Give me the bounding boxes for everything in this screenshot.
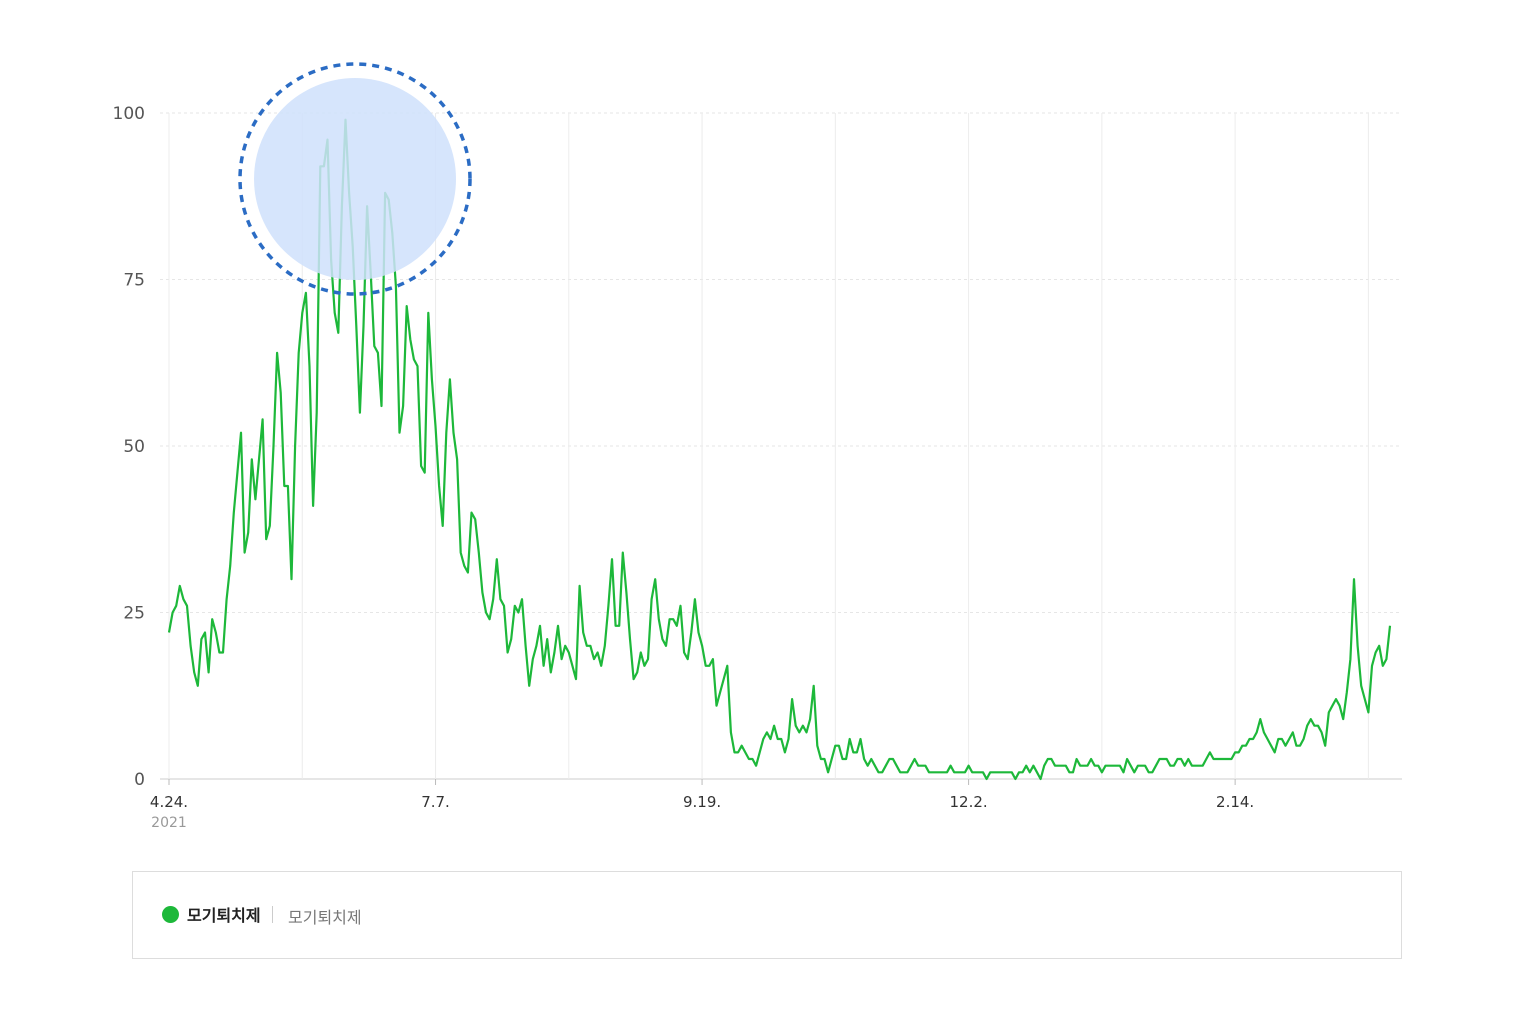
x-tick-label: 4.24. xyxy=(150,793,188,811)
x-tick-label: 7.7. xyxy=(421,793,450,811)
series-line xyxy=(167,118,1392,781)
y-tick-label: 75 xyxy=(123,271,145,291)
y-tick-label: 25 xyxy=(123,604,145,624)
legend-series-keyword: 모기퇴치제 xyxy=(288,908,362,927)
legend-series-label: 모기퇴치제 xyxy=(187,906,261,925)
x-tick-sublabel: 2021 xyxy=(151,815,187,831)
legend-separator xyxy=(272,906,273,923)
highlight-fill xyxy=(254,78,456,280)
highlight-dashed-ring xyxy=(238,62,472,296)
y-axis-ticks: 100 75 50 25 0 xyxy=(113,104,145,790)
legend: 모기퇴치제 모기퇴치제 xyxy=(132,871,1402,959)
legend-dot-icon xyxy=(162,906,179,923)
y-tick-label: 0 xyxy=(134,770,145,790)
chart-grid xyxy=(160,112,1402,780)
trend-chart: 100 75 50 25 0 4.24. 2021 7.7. 9.19. 12.2. 2.14. xyxy=(113,62,1402,831)
peak-highlight-circle xyxy=(238,62,472,296)
x-tick-label: 12.2. xyxy=(950,793,988,811)
y-tick-label: 100 xyxy=(113,104,145,124)
x-axis-ticks: 4.24. 2021 7.7. 9.19. 12.2. 2.14. xyxy=(150,779,1254,831)
y-tick-label: 50 xyxy=(123,437,145,457)
x-tick-label: 9.19. xyxy=(683,793,721,811)
x-tick-label: 2.14. xyxy=(1216,793,1254,811)
